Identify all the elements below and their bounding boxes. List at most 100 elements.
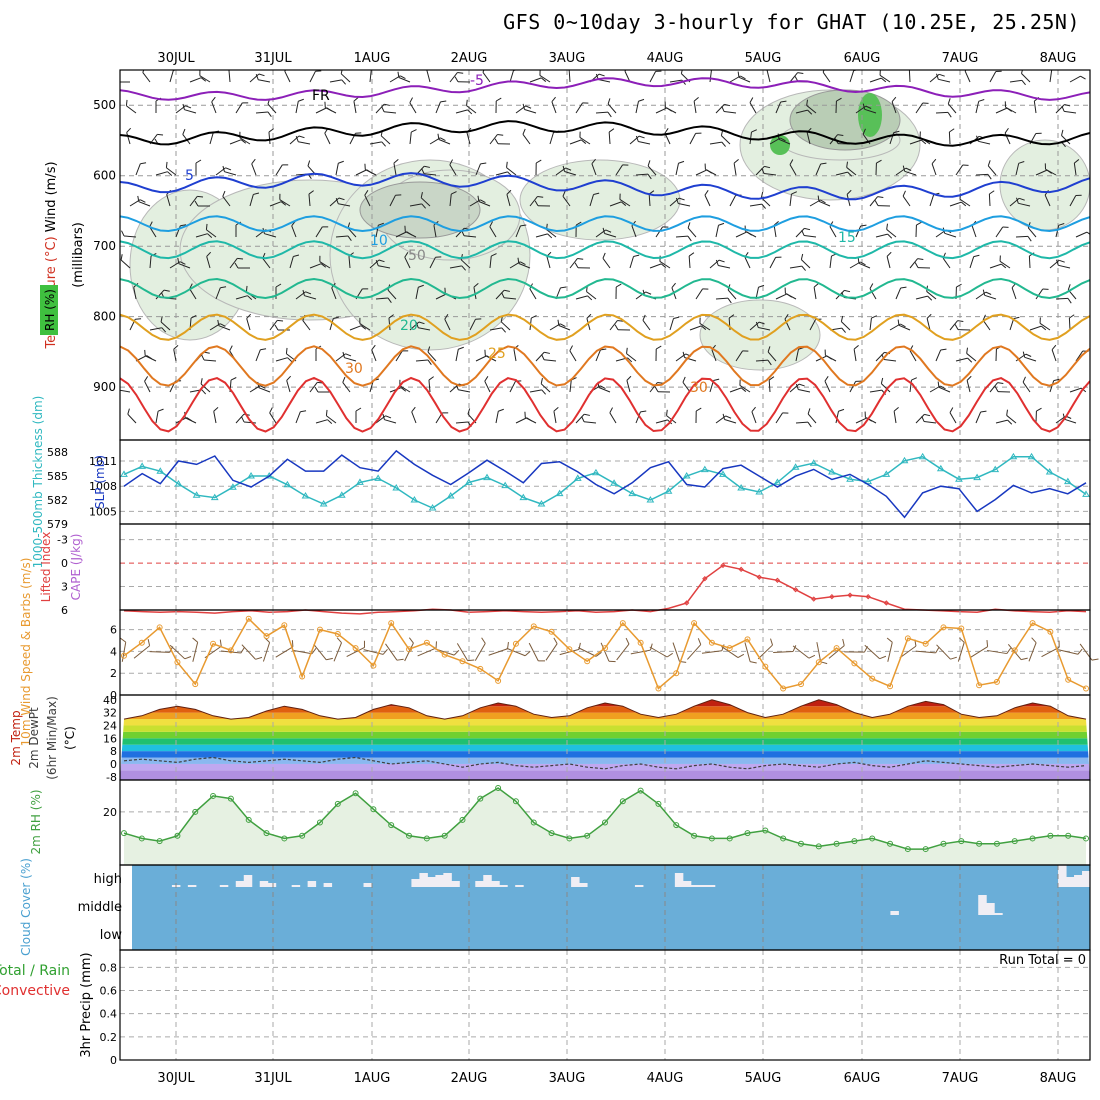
wind-barb (687, 222, 697, 238)
wind-barb (642, 314, 651, 331)
wind-barb (789, 159, 797, 176)
thickness-line-point (900, 456, 909, 464)
wind-barb (987, 160, 997, 176)
wind-barb (506, 161, 517, 176)
wind-barb (897, 319, 911, 331)
wind-barb (1035, 288, 1049, 300)
slp-line (123, 449, 1087, 519)
temperature-band (120, 751, 1090, 758)
wind-speed-line-point (459, 658, 466, 665)
wind-barb (466, 99, 477, 114)
wind-speed-line-point (245, 615, 252, 622)
wind-barb (909, 139, 927, 145)
wind-speed-line-point (512, 640, 519, 647)
wind-barb (1049, 259, 1065, 269)
contour-label: 30 (345, 361, 363, 377)
wind-barb (255, 348, 267, 362)
wind-barb (249, 73, 265, 83)
wind-barb (893, 407, 899, 424)
wind-speed-line-point (406, 646, 413, 653)
wind-speed-line-point (887, 683, 894, 690)
cloud-cover-bar (483, 875, 492, 887)
wind-barb (127, 408, 137, 424)
upper-air-plot (120, 70, 1090, 440)
wind-barb (757, 638, 774, 660)
humidity-line-point (245, 816, 252, 823)
wind-barb (1021, 70, 1031, 83)
humidity-line-point (174, 832, 181, 839)
wind-speed-line-point (1083, 685, 1089, 692)
wind-speed-line-point (726, 645, 733, 652)
wind-speed-line-point (744, 636, 751, 643)
wind-barb (342, 351, 357, 362)
y-tick-label: 16 (103, 732, 117, 745)
humidity-line-point (673, 822, 680, 829)
x-tick-label-top: 1AUG (354, 51, 391, 66)
wind-barb (144, 376, 151, 393)
thickness-line-point (410, 496, 419, 503)
wind-barb (205, 223, 217, 238)
wind-speed-line-point (192, 681, 199, 688)
wind-barb (1068, 314, 1075, 331)
thickness-line-point (809, 459, 818, 466)
lifted-index-point (774, 577, 781, 583)
temperature-band (120, 763, 1090, 771)
humidity-line-point (210, 792, 217, 799)
wind-barb (255, 111, 272, 117)
contour-label: FR (312, 88, 330, 104)
wind-barb (506, 647, 531, 657)
wind-barb (949, 407, 957, 424)
wind-barb (1006, 409, 1017, 424)
thickness-line-point (664, 487, 673, 494)
wind-barb (189, 77, 207, 83)
contour-label: 50 (408, 248, 426, 264)
rh-region (519, 159, 681, 241)
wind-barb (489, 134, 504, 145)
wind-barb (213, 406, 219, 424)
wind-barb (986, 647, 1012, 655)
temperature-band (120, 706, 1090, 713)
wind-barb (501, 292, 517, 300)
y-axis-label: Lifted Index (39, 532, 53, 603)
wind-barb (559, 642, 581, 656)
humidity-line-point (156, 838, 163, 845)
thickness-line-point (737, 484, 746, 491)
wind-barb (275, 164, 289, 176)
wind-barb (902, 165, 917, 176)
wind-barb (415, 359, 432, 365)
cloud-cover-bar (235, 881, 245, 887)
y-tick-label: 0.2 (100, 1031, 118, 1044)
wind-barb (575, 295, 593, 301)
thickness-line-point (918, 452, 927, 460)
wind-barb (137, 195, 151, 207)
humidity-line-point (833, 840, 840, 847)
wind-barb (222, 190, 231, 207)
wind-barb (194, 200, 210, 207)
wind-barb (488, 642, 509, 656)
wind-barb (421, 168, 437, 176)
lifted-index-point (847, 592, 853, 598)
wind-barb (737, 71, 751, 83)
wind-barb (1022, 351, 1037, 362)
humidity-line-point (993, 840, 1000, 847)
humidity-line-point (780, 835, 787, 842)
wind-speed-line-point (495, 677, 502, 684)
wind-barb (309, 263, 327, 269)
wind-barb (816, 642, 828, 665)
cloud-cover-bar (427, 877, 436, 887)
wind-barb (1075, 231, 1090, 238)
isotherm-line (120, 77, 1090, 101)
wind-barb (274, 324, 290, 331)
wind-barb (133, 639, 151, 659)
wind-speed-line-point (619, 620, 626, 627)
wind-barb (989, 263, 1007, 269)
cloud-cover-bar (986, 903, 995, 915)
wind-barb (329, 79, 347, 85)
wind-barb (449, 72, 464, 83)
wind-barb (817, 195, 831, 207)
y-tick-label: 0.8 (100, 961, 118, 974)
wind-barb (635, 135, 651, 145)
wind-barb (524, 411, 537, 424)
wind-barb (855, 224, 867, 238)
humidity-line-point (281, 835, 288, 842)
